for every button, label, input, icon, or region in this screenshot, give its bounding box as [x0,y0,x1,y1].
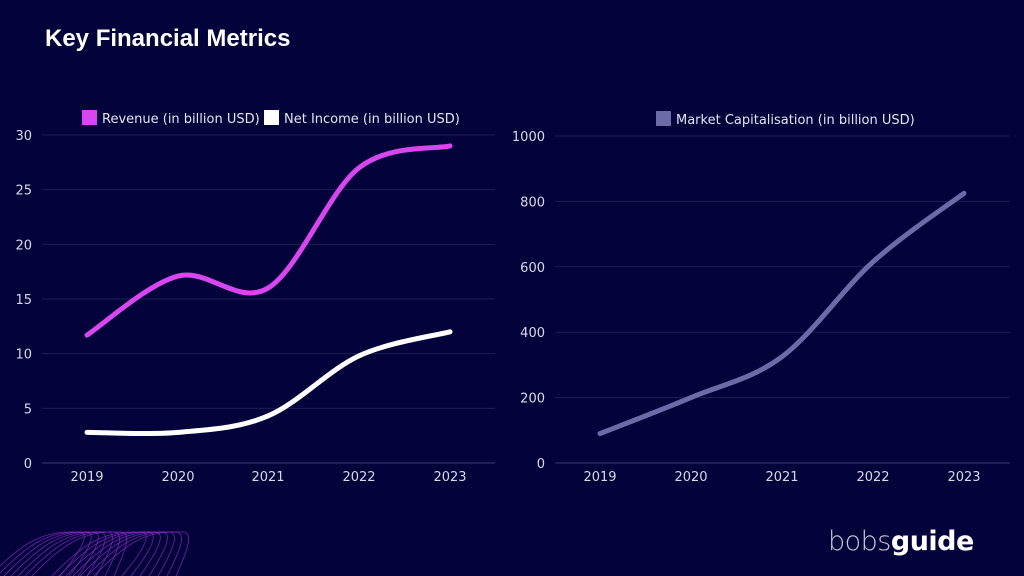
y-tick-label: 30 [15,129,32,144]
y-tick-label: 200 [520,392,545,407]
y-tick-label: 600 [520,261,545,276]
legend-swatch [82,110,97,125]
decorative-arc [31,531,128,576]
page-title: Key Financial Metrics [45,25,291,52]
y-tick-label: 0 [24,457,32,472]
series-line-1 [597,190,967,437]
bobsguide-logo: bobsguide [828,526,974,557]
y-tick-label: 25 [15,184,32,199]
decorative-arcs [0,531,190,576]
legend-swatch [264,110,279,125]
series-line-1 [84,143,453,338]
chart-1: 0 5 10 15 20 25 30 2019 2020 2021 2022 2023 Revenue … [15,110,495,485]
x-tick-label: 2019 [70,470,103,485]
y-tick-label: 1000 [512,130,545,145]
x-tick-label: 2020 [161,470,194,485]
y-tick-label: 0 [537,457,545,472]
legend-swatch [656,111,671,126]
y-tick-label: 10 [15,348,32,363]
y-tick-label: 400 [520,326,545,341]
decorative-arc [93,531,190,576]
legend-label: Market Capitalisation (in billion USD) [676,113,915,128]
x-tick-label: 2019 [583,470,616,485]
x-tick-label: 2023 [947,470,980,485]
x-tick-label: 2022 [856,470,889,485]
x-tick-label: 2023 [433,470,466,485]
x-tick-label: 2020 [674,470,707,485]
legend-label: Revenue (in billion USD) [102,112,260,127]
logo-part-1: bobs [828,526,891,557]
y-tick-label: 15 [15,293,32,308]
x-tick-label: 2021 [251,470,284,485]
y-tick-label: 5 [24,402,32,417]
y-tick-label: 800 [520,195,545,210]
y-tick-label: 20 [15,238,32,253]
x-tick-label: 2022 [342,470,375,485]
legend-label: Net Income (in billion USD) [284,112,460,127]
logo-part-2: guide [890,526,974,557]
series-line-2 [84,329,453,437]
chart-2: 0 200 400 600 800 1000 2019 2020 2021 2022 2023 Mar… [512,111,1010,485]
x-tick-label: 2021 [765,470,798,485]
